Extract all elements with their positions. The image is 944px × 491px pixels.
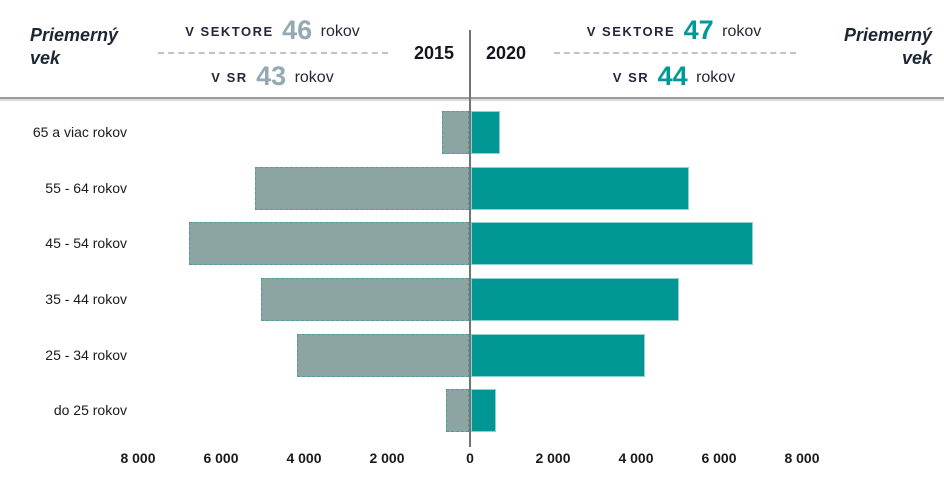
stat-sector-2015-label: V SEKTORE <box>185 24 274 39</box>
stat-sr-2020-label: V SR <box>612 70 650 85</box>
stat-sector-2020-label: V SEKTORE <box>586 24 676 39</box>
bar-2020-4 <box>471 334 645 377</box>
stats-2020-divider <box>554 52 796 54</box>
stat-sector-2015-value: 46 <box>282 15 313 45</box>
stat-sector-2020: V SEKTORE 47 rokov <box>548 17 800 44</box>
header-divider-line <box>0 97 944 99</box>
stats-2015: V SEKTORE 46 rokov V SR 43 rokov <box>150 0 395 99</box>
bar-2020-1 <box>471 167 689 210</box>
x-tick-label: 6 000 <box>701 450 737 466</box>
stat-sr-2015-unit: rokov <box>294 69 334 86</box>
stat-sr-2020-unit: rokov <box>696 69 736 86</box>
year-label-2015: 2015 <box>413 43 454 63</box>
left-avg-age-title-line2: vek <box>30 48 61 68</box>
x-tick-label: 0 <box>466 450 474 466</box>
right-avg-age-title-line1: Priemerný <box>843 25 932 45</box>
bar-2015-1 <box>255 167 469 210</box>
category-label: 55 - 64 rokov <box>45 180 127 196</box>
stat-sr-2015: V SR 43 rokov <box>150 63 395 90</box>
stats-2015-divider <box>158 52 388 54</box>
x-tick-label: 6 000 <box>203 450 239 466</box>
category-label: do 25 rokov <box>53 402 127 418</box>
left-avg-age-title: Priemerný vek <box>30 24 118 70</box>
bar-2015-2 <box>189 222 469 265</box>
left-avg-age-title-line1: Priemerný <box>30 25 119 45</box>
bar-2015-4 <box>297 334 469 377</box>
stat-sector-2015-unit: rokov <box>320 23 360 40</box>
category-label: 45 - 54 rokov <box>45 235 127 251</box>
x-tick-label: 8 000 <box>784 450 820 466</box>
stat-sr-2020: V SR 44 rokov <box>548 63 800 90</box>
x-tick-label: 2 000 <box>535 450 571 466</box>
stat-sector-2020-value: 47 <box>683 15 714 45</box>
category-label: 35 - 44 rokov <box>45 291 127 307</box>
bar-2020-5 <box>471 389 496 432</box>
stats-2020: V SEKTORE 47 rokov V SR 44 rokov <box>548 0 800 99</box>
x-tick-label: 4 000 <box>618 450 654 466</box>
category-label: 25 - 34 rokov <box>45 347 127 363</box>
bar-2015-0 <box>442 111 469 154</box>
bar-2015-5 <box>446 389 469 432</box>
stat-sr-2015-label: V SR <box>211 70 248 85</box>
bar-2020-2 <box>471 222 753 265</box>
stat-sector-2015: V SEKTORE 46 rokov <box>150 17 395 44</box>
bar-2020-0 <box>471 111 500 154</box>
x-tick-label: 8 000 <box>120 450 156 466</box>
stat-sr-2015-value: 43 <box>256 61 287 91</box>
right-avg-age-title: Priemerný vek <box>844 24 932 70</box>
center-axis-line <box>469 30 471 447</box>
x-tick-label: 4 000 <box>286 450 322 466</box>
category-label: 65 a viac rokov <box>32 124 127 140</box>
stat-sr-2020-value: 44 <box>657 61 688 91</box>
x-tick-label: 2 000 <box>369 450 405 466</box>
bar-2020-3 <box>471 278 679 321</box>
stat-sector-2020-unit: rokov <box>722 23 762 40</box>
right-avg-age-title-line2: vek <box>901 48 932 68</box>
bar-2015-3 <box>261 278 469 321</box>
year-label-2020: 2020 <box>486 43 527 63</box>
